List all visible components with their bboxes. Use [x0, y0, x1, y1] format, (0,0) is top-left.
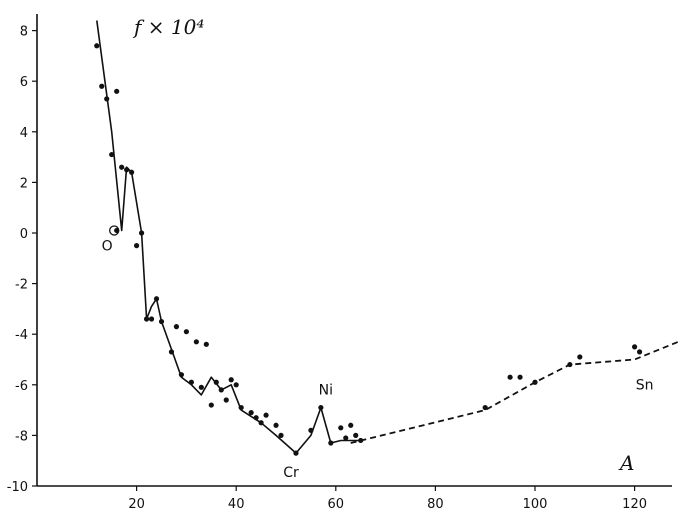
data-point	[138, 230, 145, 236]
data-point	[178, 372, 185, 378]
x-tick-label: 80	[427, 497, 444, 512]
y-tick-label: -8	[15, 429, 28, 444]
x-ticks: 20406080100120140160180200220240	[128, 486, 647, 512]
data-point	[99, 83, 105, 89]
data-point	[109, 151, 115, 158]
data-point	[188, 379, 194, 385]
annotations: ONiCrSnPbU	[102, 238, 654, 481]
data-point	[482, 404, 488, 411]
annotation-sn: Sn	[636, 378, 654, 394]
chart-title: f × 10⁴	[132, 15, 204, 39]
data-point	[308, 427, 314, 433]
data-point	[114, 88, 120, 94]
data-point	[124, 167, 130, 173]
annotation-cr: Cr	[283, 465, 299, 481]
data-point	[258, 420, 264, 426]
y-tick-label: -6	[15, 379, 28, 394]
data-point	[507, 374, 513, 380]
data-point	[213, 379, 219, 385]
y-tick-label: 4	[20, 126, 28, 141]
data-point	[203, 341, 209, 347]
x-tick-label: 100	[523, 497, 548, 512]
data-point	[198, 384, 204, 390]
solid-trend-line	[96, 20, 361, 454]
data-point	[278, 432, 284, 438]
data-point	[358, 437, 364, 444]
data-point	[173, 324, 180, 330]
data-point	[632, 344, 638, 350]
y-tick-label: 6	[20, 75, 28, 90]
data-point	[567, 361, 573, 368]
data-point	[193, 339, 199, 345]
data-point	[343, 435, 349, 441]
data-point	[263, 412, 269, 418]
data-point	[233, 382, 239, 388]
data-point	[636, 349, 643, 355]
data-point	[318, 404, 324, 411]
y-tick-label: 0	[20, 227, 28, 242]
data-point	[328, 440, 334, 446]
data-point	[129, 169, 135, 175]
data-point	[104, 96, 110, 102]
data-points	[94, 43, 643, 456]
x-tick-label: 20	[128, 497, 145, 512]
data-point	[338, 425, 344, 431]
y-tick-label: -2	[15, 278, 28, 293]
x-tick-label: 60	[328, 497, 345, 512]
data-point	[517, 374, 523, 380]
y-tick-label: -4	[15, 328, 28, 343]
dashed-trend-line	[350, 339, 681, 444]
oxygen-marker-ring	[109, 225, 120, 236]
data-point	[353, 432, 359, 438]
data-point	[348, 422, 354, 428]
y-tick-label: 2	[20, 176, 28, 191]
annotation-ni: Ni	[319, 383, 333, 399]
data-point	[134, 243, 140, 249]
data-point	[228, 377, 234, 383]
data-point	[94, 43, 100, 49]
data-point	[143, 316, 150, 322]
data-point	[223, 397, 229, 403]
data-point	[273, 422, 279, 428]
data-point	[148, 316, 155, 322]
data-point	[183, 329, 189, 335]
data-point	[218, 387, 224, 393]
data-point	[208, 402, 214, 408]
y-tick-label: -10	[7, 480, 28, 495]
series-lines	[96, 20, 681, 454]
data-point	[158, 318, 165, 325]
data-point	[248, 410, 254, 416]
annotation-o: O	[102, 238, 113, 254]
data-point	[293, 450, 299, 456]
data-point	[153, 296, 160, 302]
x-axis-label: A	[618, 451, 634, 475]
x-tick-label: 40	[228, 497, 245, 512]
data-point	[253, 415, 259, 421]
data-point	[532, 379, 538, 385]
data-point	[119, 164, 125, 170]
data-point	[168, 349, 175, 355]
y-ticks: -10 -8 -6 -4 -2 0 2 4 6 8	[7, 25, 37, 495]
x-tick-label: 120	[622, 497, 647, 512]
y-tick-label: 8	[20, 25, 28, 40]
data-point	[577, 354, 583, 360]
data-point	[238, 404, 244, 411]
